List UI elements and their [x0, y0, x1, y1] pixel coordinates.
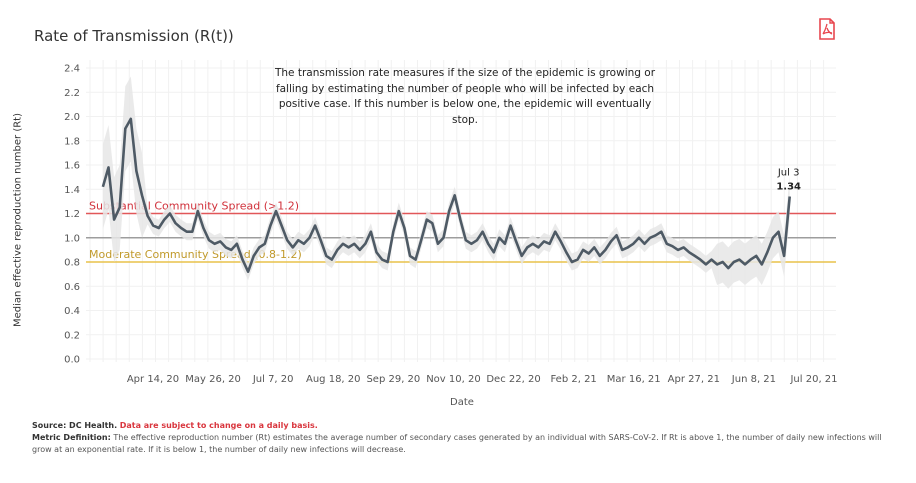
y-tick-label: 0.0: [64, 355, 80, 366]
x-tick-label: Nov 10, 20: [426, 374, 481, 385]
y-tick-label: 0.6: [64, 282, 80, 293]
x-tick-label: Jul 7, 20: [252, 374, 294, 385]
y-tick-label: 1.6: [64, 161, 80, 172]
y-tick-label: 1.0: [64, 233, 80, 244]
x-tick-label: Jul 20, 21: [789, 374, 837, 385]
x-tick-label: Feb 2, 21: [550, 374, 596, 385]
source-label: Source: DC Health.: [32, 421, 118, 430]
definition-text: The effective reproduction number (Rt) e…: [32, 433, 882, 454]
pdf-download-button[interactable]: [818, 18, 836, 40]
y-tick-label: 1.2: [64, 209, 80, 220]
x-ticks: Apr 14, 20 May 26, 20 Jul 7, 20 Aug 18, 20 S…: [127, 374, 838, 385]
x-tick-label: Aug 18, 20: [306, 374, 361, 385]
x-tick-label: Jun 8, 21: [731, 374, 776, 385]
definition-label: Metric Definition:: [32, 433, 111, 442]
x-axis-title: Date: [450, 397, 474, 408]
y-tick-label: 2.2: [64, 88, 80, 99]
y-tick-label: 0.8: [64, 258, 80, 269]
chart-annotation-note: The transmission rate measures if the si…: [274, 67, 656, 126]
y-tick-label: 1.4: [64, 185, 80, 196]
y-tick-label: 0.4: [64, 306, 80, 317]
y-tick-label: 1.8: [64, 136, 80, 147]
x-tick-label: May 26, 20: [185, 374, 241, 385]
reference-line-label: Moderate Community Spread (0.8-1.2): [89, 248, 302, 261]
y-tick-label: 0.2: [64, 330, 80, 341]
footer: Source: DC Health. Data are subject to c…: [32, 420, 892, 456]
last-point-date-label: Jul 3: [777, 168, 800, 179]
rt-series-line: [101, 117, 791, 273]
y-tick-label: 2.4: [64, 64, 80, 75]
x-tick-label: Apr 14, 20: [127, 374, 179, 385]
y-tick-label: 2.0: [64, 112, 80, 123]
last-point-value-label: 1.34: [776, 182, 801, 193]
x-tick-label: Mar 16, 21: [607, 374, 661, 385]
x-tick-label: Dec 22, 20: [486, 374, 540, 385]
page-title: Rate of Transmission (R(t)): [34, 27, 234, 45]
x-tick-label: Sep 29, 20: [366, 374, 420, 385]
source-warning: Data are subject to change on a daily ba…: [119, 421, 318, 430]
y-ticks: 0.0 0.2 0.4 0.6 0.8 1.0 1.2 1.4 1.6 1.8 2.0 2.2 2.4: [64, 64, 80, 366]
pdf-download-icon: [819, 18, 835, 40]
x-tick-label: Apr 27, 21: [668, 374, 720, 385]
